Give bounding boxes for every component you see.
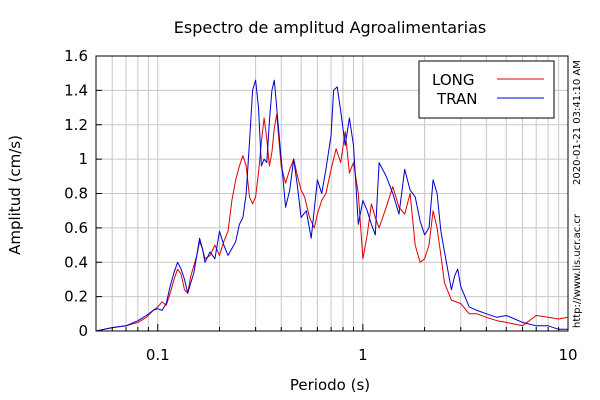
x-tick-label: 1	[358, 346, 368, 364]
url-annotation: http://www.lis.ucr.ac.cr	[572, 213, 583, 328]
legend-label-long: LONG	[432, 71, 474, 89]
x-tick-label: 10	[558, 346, 577, 364]
y-tick-label: 1.2	[64, 116, 88, 134]
x-tick-label: 0.1	[146, 346, 170, 364]
series-line-tran	[95, 79, 568, 332]
legend-box	[418, 60, 555, 119]
chart-title: Espectro de amplitud Agroalimentarias	[174, 18, 486, 37]
y-tick-label: 0.8	[64, 185, 88, 203]
series-layer	[95, 79, 569, 332]
y-tick-label: 1.6	[64, 47, 88, 65]
y-tick-label: 0.4	[64, 253, 88, 271]
legend-label-tran: TRAN	[436, 90, 477, 108]
x-axis-label: Periodo (s)	[290, 376, 370, 394]
y-tick-label: 0	[78, 322, 88, 340]
y-axis-label: Amplitud (cm/s)	[6, 135, 24, 255]
y-tick-label: 1.4	[64, 81, 88, 99]
timestamp-annotation: 2020-01-21 03:41:10 AM	[572, 60, 583, 185]
series-line-long	[95, 113, 569, 332]
y-tick-label: 0.2	[64, 288, 88, 306]
y-tick-label: 1	[78, 150, 88, 168]
axis-ticks: 0 0.2 0.4 0.6 0.8 1 1.2 1.4 1.6 0.1 1 10	[64, 47, 577, 364]
y-tick-label: 0.6	[64, 219, 88, 237]
legend: LONG TRAN	[418, 60, 555, 119]
